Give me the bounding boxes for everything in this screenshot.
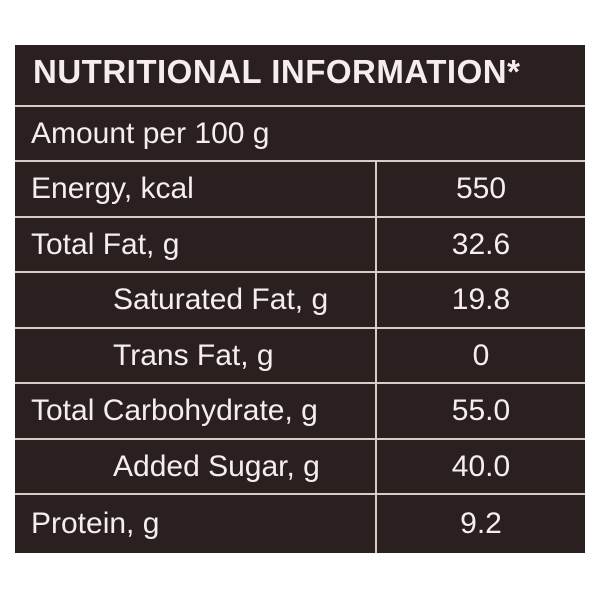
subtitle: Amount per 100 g	[31, 116, 270, 150]
nutrient-label: Protein, g	[31, 507, 160, 540]
table-row: Trans Fat, g 0	[15, 327, 585, 382]
table-row: Protein, g 9.2	[15, 493, 585, 553]
nutrient-label: Total Fat, g	[31, 227, 180, 261]
nutrient-value: 0	[472, 338, 490, 372]
nutrient-label: Energy, kcal	[31, 172, 194, 205]
table-row: Saturated Fat, g 19.8	[15, 271, 585, 327]
table-row: Added Sugar, g 40.0	[15, 438, 585, 493]
table-row: Total Carbohydrate, g 55.0	[15, 382, 585, 438]
nutrient-value: 55.0	[451, 394, 511, 427]
nutrient-label: Saturated Fat, g	[113, 283, 329, 316]
nutrient-label: Trans Fat, g	[113, 338, 274, 372]
nutrient-label: Total Carbohydrate, g	[31, 394, 318, 427]
nutrient-value: 40.0	[451, 449, 511, 483]
nutrient-value: 19.8	[451, 283, 511, 316]
table-row: Total Fat, g 32.6	[15, 216, 585, 271]
table-row: Energy, kcal 550	[15, 160, 585, 216]
nutrient-label: Added Sugar, g	[113, 449, 320, 483]
nutrient-value: 9.2	[460, 507, 502, 540]
title: NUTRITIONAL INFORMATION*	[33, 53, 521, 90]
nutrient-value: 32.6	[451, 227, 511, 261]
nutrition-panel: NUTRITIONAL INFORMATION* Amount per 100 …	[15, 45, 585, 553]
subtitle-row: Amount per 100 g	[15, 105, 585, 160]
column-divider	[375, 160, 377, 553]
nutrient-value: 550	[455, 172, 507, 205]
